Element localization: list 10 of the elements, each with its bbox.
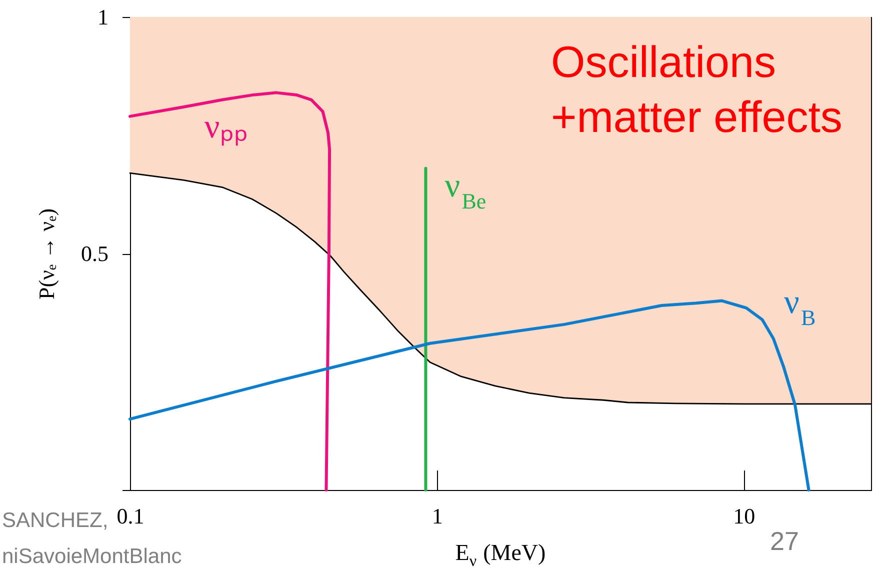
text: niSavoieMontBlanc: [2, 545, 182, 568]
y-axis-title: P(νₑ → νₑ): [34, 208, 59, 300]
annotation: Oscillations +matter effects: [551, 38, 842, 142]
text: 27: [770, 526, 799, 556]
x-tick-label: 10: [733, 504, 756, 528]
x-tick-label: 0.1: [116, 504, 144, 528]
text: SANCHEZ,: [2, 509, 108, 532]
y-tick-label: 0.5: [81, 241, 108, 266]
x-tick-label: 1: [432, 504, 443, 528]
series-label: νₚₚ: [204, 108, 248, 147]
